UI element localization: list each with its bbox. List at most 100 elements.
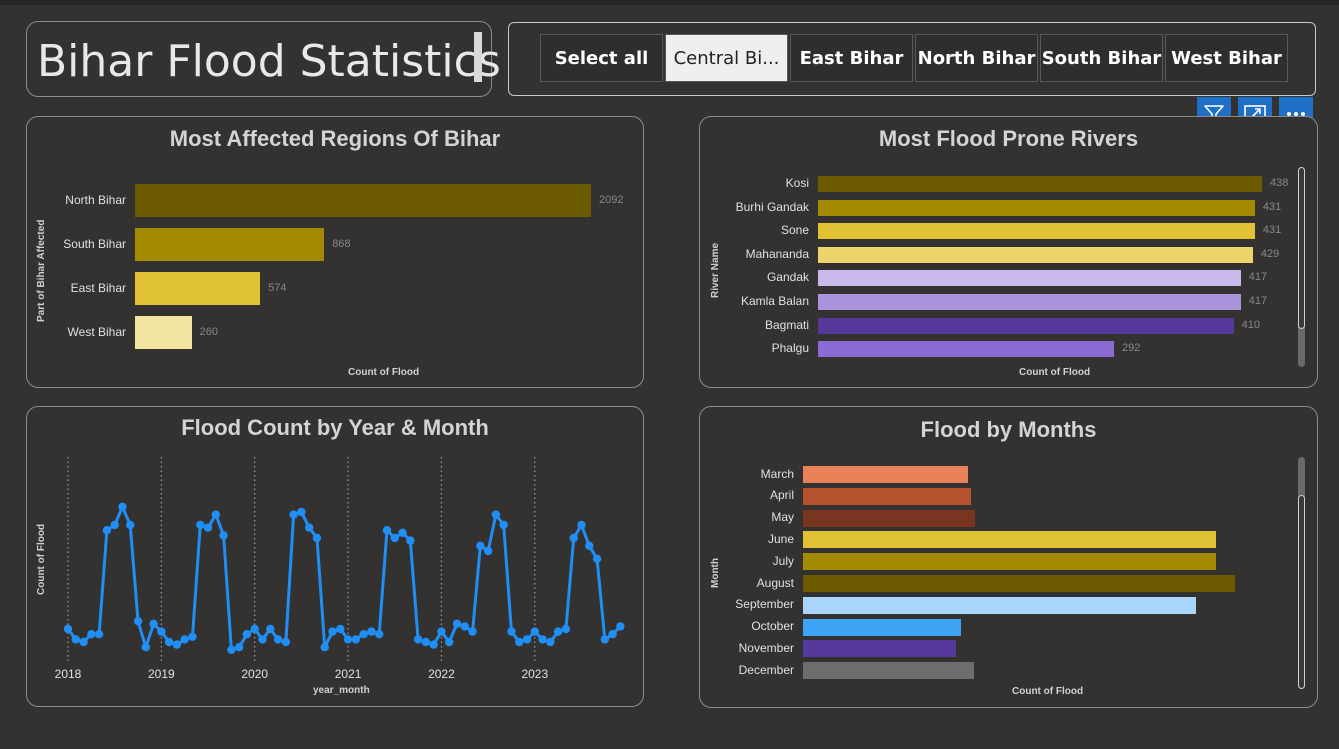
data-point-marker[interactable] <box>367 627 376 636</box>
data-point-marker[interactable] <box>437 627 446 636</box>
data-point-marker[interactable] <box>281 637 291 647</box>
data-point-marker[interactable] <box>336 624 345 634</box>
regions-bar-east-bihar[interactable] <box>135 272 261 305</box>
data-point-marker[interactable] <box>289 510 298 519</box>
slicer-option-east-bihar[interactable]: East Bihar <box>790 34 913 82</box>
rivers-bar-kosi[interactable] <box>818 176 1262 192</box>
rivers-bar-burhi-gandak[interactable] <box>818 199 1255 216</box>
data-point-marker[interactable] <box>600 635 610 644</box>
data-point-marker[interactable] <box>102 526 112 535</box>
months-bar-april[interactable] <box>803 487 971 505</box>
data-point-marker[interactable] <box>499 520 508 530</box>
data-point-marker[interactable] <box>71 635 80 644</box>
data-point-marker[interactable] <box>141 643 150 652</box>
data-point-marker[interactable] <box>398 528 407 537</box>
data-point-marker[interactable] <box>569 533 578 543</box>
data-point-marker[interactable] <box>546 637 555 647</box>
data-point-marker[interactable] <box>63 624 73 634</box>
months-bar-december[interactable] <box>803 662 974 680</box>
data-point-marker[interactable] <box>616 622 625 631</box>
months-bar-august[interactable] <box>803 575 1235 592</box>
data-point-marker[interactable] <box>608 630 617 639</box>
data-point-marker[interactable] <box>359 630 368 639</box>
regions-bar-north-bihar[interactable] <box>135 184 591 217</box>
data-point-marker[interactable] <box>149 619 158 628</box>
data-point-marker[interactable] <box>250 624 259 634</box>
data-point-marker[interactable] <box>592 554 602 563</box>
months-scrollbar-thumb[interactable] <box>1298 495 1305 689</box>
rivers-bar-gandak[interactable] <box>818 270 1241 287</box>
data-point-marker[interactable] <box>312 533 322 543</box>
data-point-marker[interactable] <box>515 637 524 647</box>
rivers-bar-bagmati[interactable] <box>818 317 1234 334</box>
data-point-marker[interactable] <box>445 637 454 647</box>
data-point-marker[interactable] <box>196 520 205 530</box>
slicer-option-select-all[interactable]: Select all <box>540 34 663 82</box>
rivers-bar-mahananda[interactable] <box>818 246 1253 263</box>
data-point-marker[interactable] <box>577 520 586 530</box>
data-point-marker[interactable] <box>94 630 104 639</box>
data-point-marker[interactable] <box>507 627 516 636</box>
data-point-marker[interactable] <box>258 635 267 644</box>
data-point-marker[interactable] <box>375 630 384 639</box>
slicer-option-central-bihar[interactable]: Central Bi... <box>665 34 788 82</box>
data-point-marker[interactable] <box>157 627 166 636</box>
data-point-marker[interactable] <box>413 635 423 644</box>
data-point-marker[interactable] <box>585 541 594 550</box>
data-point-marker[interactable] <box>118 502 127 511</box>
data-point-marker[interactable] <box>406 536 415 545</box>
rivers-bar-phalgu[interactable] <box>818 341 1114 358</box>
data-point-marker[interactable] <box>382 526 392 535</box>
data-point-marker[interactable] <box>234 643 244 652</box>
data-point-marker[interactable] <box>172 640 182 649</box>
data-point-marker[interactable] <box>273 635 283 644</box>
data-point-marker[interactable] <box>110 520 119 530</box>
data-point-marker[interactable] <box>452 619 462 628</box>
data-point-marker[interactable] <box>87 630 96 639</box>
data-point-marker[interactable] <box>553 627 563 636</box>
regions-bar-west-bihar[interactable] <box>135 316 192 349</box>
data-point-marker[interactable] <box>126 520 135 530</box>
data-point-marker[interactable] <box>421 637 431 647</box>
regions-bar-south-bihar[interactable] <box>135 228 325 261</box>
data-point-marker[interactable] <box>522 635 532 644</box>
data-point-marker[interactable] <box>561 624 571 634</box>
data-point-marker[interactable] <box>468 627 477 636</box>
data-point-marker[interactable] <box>133 617 143 626</box>
data-point-marker[interactable] <box>297 507 306 517</box>
data-point-marker[interactable] <box>530 627 539 636</box>
rivers-scrollbar-thumb[interactable] <box>1298 167 1305 329</box>
data-point-marker[interactable] <box>328 627 337 636</box>
data-point-marker[interactable] <box>79 637 88 647</box>
data-point-marker[interactable] <box>242 630 252 639</box>
slicer-option-north-bihar[interactable]: North Bihar <box>915 34 1038 82</box>
rivers-bar-sone[interactable] <box>818 223 1255 240</box>
rivers-bar-kamla-balan[interactable] <box>818 294 1241 310</box>
data-point-marker[interactable] <box>483 546 493 556</box>
data-point-marker[interactable] <box>320 643 329 652</box>
slicer-option-south-bihar[interactable]: South Bihar <box>1040 34 1163 82</box>
data-point-marker[interactable] <box>491 510 501 519</box>
data-point-marker[interactable] <box>538 635 547 644</box>
data-point-marker[interactable] <box>266 624 275 634</box>
data-point-marker[interactable] <box>180 635 189 644</box>
months-bar-may[interactable] <box>803 509 975 527</box>
data-point-marker[interactable] <box>476 541 485 550</box>
months-bar-july[interactable] <box>803 553 1216 571</box>
months-bar-october[interactable] <box>803 618 961 636</box>
data-point-marker[interactable] <box>343 635 353 644</box>
data-point-marker[interactable] <box>203 523 213 532</box>
data-point-marker[interactable] <box>304 523 314 532</box>
data-point-marker[interactable] <box>351 635 361 644</box>
months-bar-november[interactable] <box>803 640 956 658</box>
data-point-marker[interactable] <box>460 622 469 631</box>
slicer-option-west-bihar[interactable]: West Bihar <box>1165 34 1288 82</box>
data-point-marker[interactable] <box>164 637 174 647</box>
months-bar-march[interactable] <box>803 466 968 483</box>
data-point-marker[interactable] <box>211 510 221 519</box>
data-point-marker[interactable] <box>188 632 197 641</box>
months-bar-june[interactable] <box>803 531 1216 549</box>
data-point-marker[interactable] <box>227 645 236 654</box>
data-point-marker[interactable] <box>219 531 228 540</box>
months-bar-september[interactable] <box>803 596 1196 614</box>
